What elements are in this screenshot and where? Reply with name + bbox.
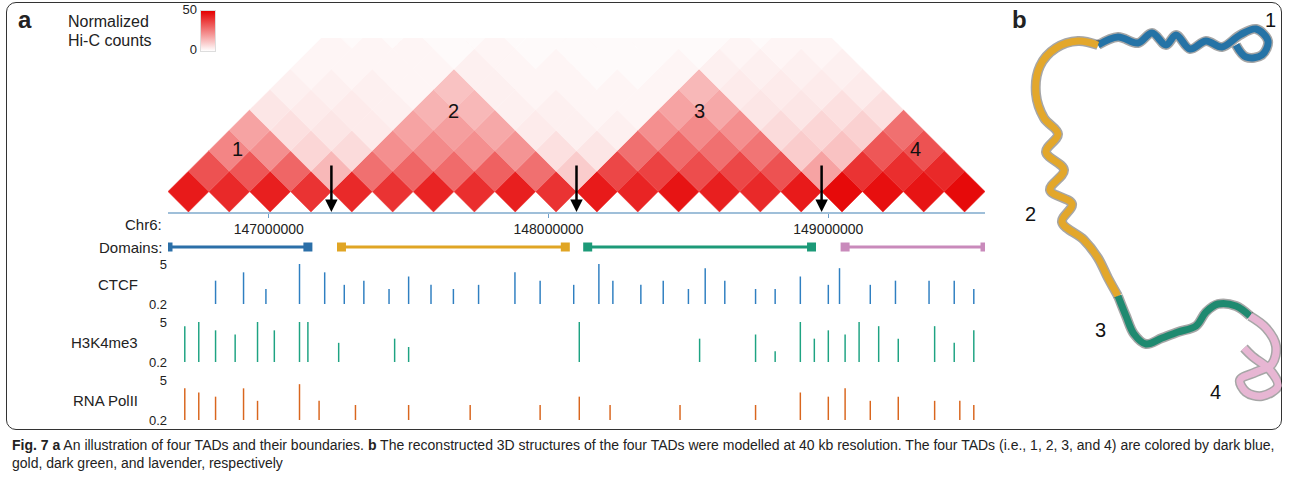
svg-text:1: 1	[232, 138, 243, 160]
svg-text:2: 2	[448, 100, 459, 122]
svg-text:147000000: 147000000	[234, 221, 304, 237]
svg-text:Domains:: Domains:	[99, 239, 162, 256]
svg-text:5: 5	[160, 315, 167, 330]
svg-text:H3K4me3: H3K4me3	[71, 334, 138, 351]
html-text:b: b	[1012, 6, 1027, 33]
html-text:0: 0	[189, 42, 197, 57]
svg-text:3: 3	[694, 100, 705, 122]
svg-text:0.2: 0.2	[149, 297, 167, 312]
svg-text:5: 5	[160, 373, 167, 388]
svg-text:CTCF: CTCF	[98, 276, 138, 293]
svg-text:148000000: 148000000	[513, 221, 583, 237]
html-text:50: 50	[182, 2, 197, 17]
svg-text:Chr6:: Chr6:	[125, 216, 162, 233]
html-text:a: a	[18, 6, 32, 33]
svg-text:5: 5	[160, 257, 167, 272]
svg-text:1: 1	[1265, 9, 1276, 31]
svg-text:4: 4	[1210, 381, 1221, 403]
svg-text:4: 4	[910, 138, 921, 160]
html-text:Fig. 7 a An illustration of fo: Fig. 7 a An illustration of four TADs an…	[12, 437, 1275, 471]
svg-text:149000000: 149000000	[793, 221, 863, 237]
svg-text:0.2: 0.2	[149, 413, 167, 428]
svg-text:2: 2	[1025, 203, 1036, 225]
html-text:Normalized Hi-C counts: Normalized Hi-C counts	[68, 13, 152, 49]
svg-text:RNA PolII: RNA PolII	[73, 392, 138, 409]
svg-text:0.2: 0.2	[149, 355, 167, 370]
svg-text:3: 3	[1095, 319, 1106, 341]
